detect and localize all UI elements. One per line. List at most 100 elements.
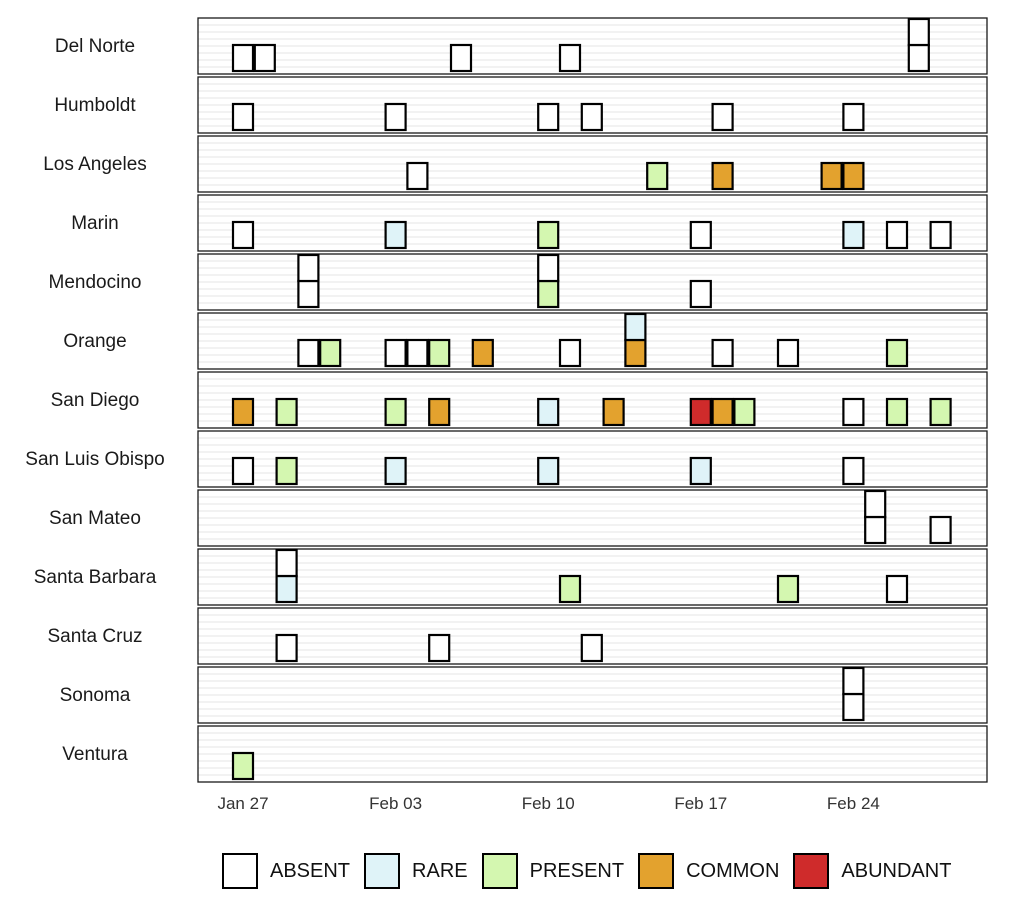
cell-present bbox=[929, 397, 952, 427]
cell-present bbox=[428, 338, 451, 368]
cell-absent bbox=[842, 456, 865, 486]
row-label: Orange bbox=[63, 331, 127, 352]
row-label: San Mateo bbox=[49, 508, 141, 529]
cell-common bbox=[428, 397, 451, 427]
panel-san-mateo bbox=[197, 489, 988, 547]
cell-absent bbox=[537, 253, 560, 283]
cell-absent bbox=[231, 220, 255, 250]
cell-common bbox=[602, 397, 625, 427]
panel-border bbox=[197, 430, 988, 488]
cell-present bbox=[558, 574, 582, 604]
panel-border bbox=[197, 725, 988, 783]
cell-rare bbox=[275, 574, 298, 604]
row-label: Marin bbox=[71, 213, 119, 234]
cell-absent bbox=[689, 279, 712, 309]
panel-sonoma bbox=[197, 666, 988, 724]
legend-item-rare: RARE bbox=[364, 853, 468, 889]
legend-swatch bbox=[638, 853, 675, 889]
row-label: Santa Cruz bbox=[47, 626, 143, 647]
cell-absent bbox=[711, 338, 734, 368]
plot-area bbox=[197, 17, 988, 783]
cell-common bbox=[471, 338, 494, 368]
cell-rare bbox=[624, 312, 647, 342]
cell-absent bbox=[297, 253, 320, 283]
cell-present bbox=[384, 397, 407, 427]
legend-label: ABUNDANT bbox=[841, 859, 952, 882]
legend-item-absent: ABSENT bbox=[222, 853, 350, 889]
panel-border bbox=[197, 17, 988, 75]
cell-absent bbox=[907, 43, 930, 73]
cell-present bbox=[885, 397, 909, 427]
cell-absent bbox=[275, 548, 298, 578]
cell-common bbox=[711, 161, 734, 191]
cell-absent bbox=[907, 17, 930, 47]
cell-absent bbox=[689, 220, 712, 250]
panel-border bbox=[197, 607, 988, 665]
cell-absent bbox=[842, 102, 865, 132]
legend-item-common: COMMON bbox=[638, 853, 779, 889]
cell-present bbox=[646, 161, 669, 191]
legend-item-present: PRESENT bbox=[481, 853, 625, 889]
cell-absent bbox=[384, 102, 407, 132]
row-label: Del Norte bbox=[54, 36, 136, 57]
panel-border bbox=[197, 135, 988, 193]
cell-rare bbox=[537, 456, 560, 486]
cell-absent bbox=[231, 102, 255, 132]
cell-present bbox=[319, 338, 342, 368]
row-label: Sonoma bbox=[59, 685, 131, 706]
cell-absent bbox=[580, 102, 603, 132]
cell-absent bbox=[558, 43, 582, 73]
row-label: San Luis Obispo bbox=[25, 449, 165, 470]
panel-santa-barbara bbox=[197, 548, 988, 606]
x-tick-label: Feb 03 bbox=[369, 794, 423, 813]
cell-common bbox=[231, 397, 255, 427]
cell-present bbox=[275, 456, 298, 486]
cell-present bbox=[275, 397, 298, 427]
cell-absent bbox=[231, 456, 255, 486]
cell-absent bbox=[711, 102, 734, 132]
cell-abundant bbox=[689, 397, 712, 427]
row-label: Ventura bbox=[62, 744, 128, 765]
panel-marin bbox=[197, 194, 988, 252]
panel-border bbox=[197, 489, 988, 547]
cell-rare bbox=[384, 456, 407, 486]
cell-absent bbox=[428, 633, 451, 663]
row-label: Los Angeles bbox=[43, 154, 147, 175]
panel-border bbox=[197, 253, 988, 311]
panel-border bbox=[197, 194, 988, 252]
legend-item-abundant: ABUNDANT bbox=[793, 853, 951, 889]
cell-absent bbox=[885, 220, 909, 250]
cell-present bbox=[537, 220, 560, 250]
panel-del-norte bbox=[197, 17, 988, 75]
x-tick-label: Jan 27 bbox=[217, 794, 269, 813]
panel-los-angeles bbox=[197, 135, 988, 193]
legend-label: RARE bbox=[412, 859, 468, 882]
cell-absent bbox=[776, 338, 800, 368]
legend-swatch bbox=[793, 853, 830, 889]
panel-san-diego bbox=[197, 371, 988, 429]
x-tick-label: Feb 24 bbox=[826, 794, 880, 813]
legend-swatch bbox=[364, 853, 401, 889]
x-tick-label: Feb 17 bbox=[674, 794, 728, 813]
panel-mendocino bbox=[197, 253, 988, 311]
cell-absent bbox=[864, 489, 887, 519]
cell-absent bbox=[231, 43, 255, 73]
cell-rare bbox=[537, 397, 560, 427]
cell-rare bbox=[842, 220, 865, 250]
legend-swatch bbox=[222, 853, 258, 889]
cell-absent bbox=[864, 515, 887, 545]
cell-absent bbox=[537, 102, 560, 132]
cell-common bbox=[624, 338, 647, 368]
cell-absent bbox=[885, 574, 909, 604]
cell-absent bbox=[580, 633, 603, 663]
cell-rare bbox=[384, 220, 407, 250]
legend-label: PRESENT bbox=[529, 859, 625, 882]
legend-label: ABSENT bbox=[270, 859, 351, 882]
legend-label: COMMON bbox=[686, 859, 780, 882]
cell-present bbox=[537, 279, 560, 309]
row-label: San Diego bbox=[50, 390, 140, 411]
cell-present bbox=[231, 751, 255, 781]
cell-common bbox=[711, 397, 734, 427]
panel-border bbox=[197, 548, 988, 606]
